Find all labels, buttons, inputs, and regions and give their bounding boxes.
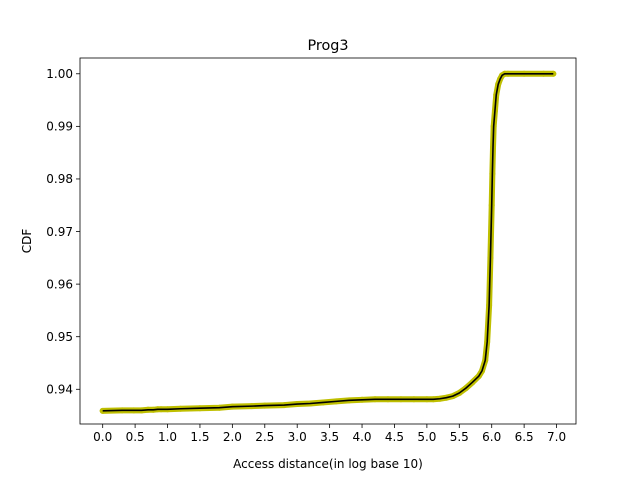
x-tick-label: 3.5 [320,430,339,444]
x-tick-label: 3.0 [288,430,307,444]
x-axis-label: Access distance(in log base 10) [233,457,423,471]
x-tick-label: 1.0 [158,430,177,444]
y-tick-label: 1.00 [46,67,73,81]
x-tick-label: 1.5 [190,430,209,444]
y-axis: 0.94 0.95 0.96 0.97 0.98 0.99 1.00 [46,67,80,397]
x-axis: 0.0 0.5 1.0 1.5 2.0 2.5 3.0 3.5 4.0 4.5 5.0 5.5 6.0 6… [93,424,566,444]
y-tick-label: 0.95 [46,330,73,344]
chart-title: Prog3 [307,38,348,54]
x-tick-label: 5.5 [450,430,469,444]
y-tick-label: 0.98 [46,172,73,186]
y-tick-label: 0.99 [46,120,73,134]
series-0-line [102,72,554,412]
x-tick-label: 0.5 [126,430,145,444]
y-axis-label: CDF [20,229,34,254]
series-layer [99,70,557,414]
x-tick-label: 2.5 [255,430,274,444]
y-tick-label: 0.94 [46,383,73,397]
y-tick-label: 0.96 [46,277,73,291]
x-tick-label: 0.0 [93,430,112,444]
x-tick-label: 4.5 [385,430,404,444]
x-tick-label: 4.0 [352,430,371,444]
plot-frame [79,57,577,425]
x-tick-label: 2.0 [223,430,242,444]
x-tick-label: 7.0 [547,430,566,444]
x-tick-label: 5.0 [417,430,436,444]
y-tick-label: 0.97 [46,225,73,239]
x-tick-label: 6.5 [515,430,534,444]
x-tick-label: 6.0 [482,430,501,444]
